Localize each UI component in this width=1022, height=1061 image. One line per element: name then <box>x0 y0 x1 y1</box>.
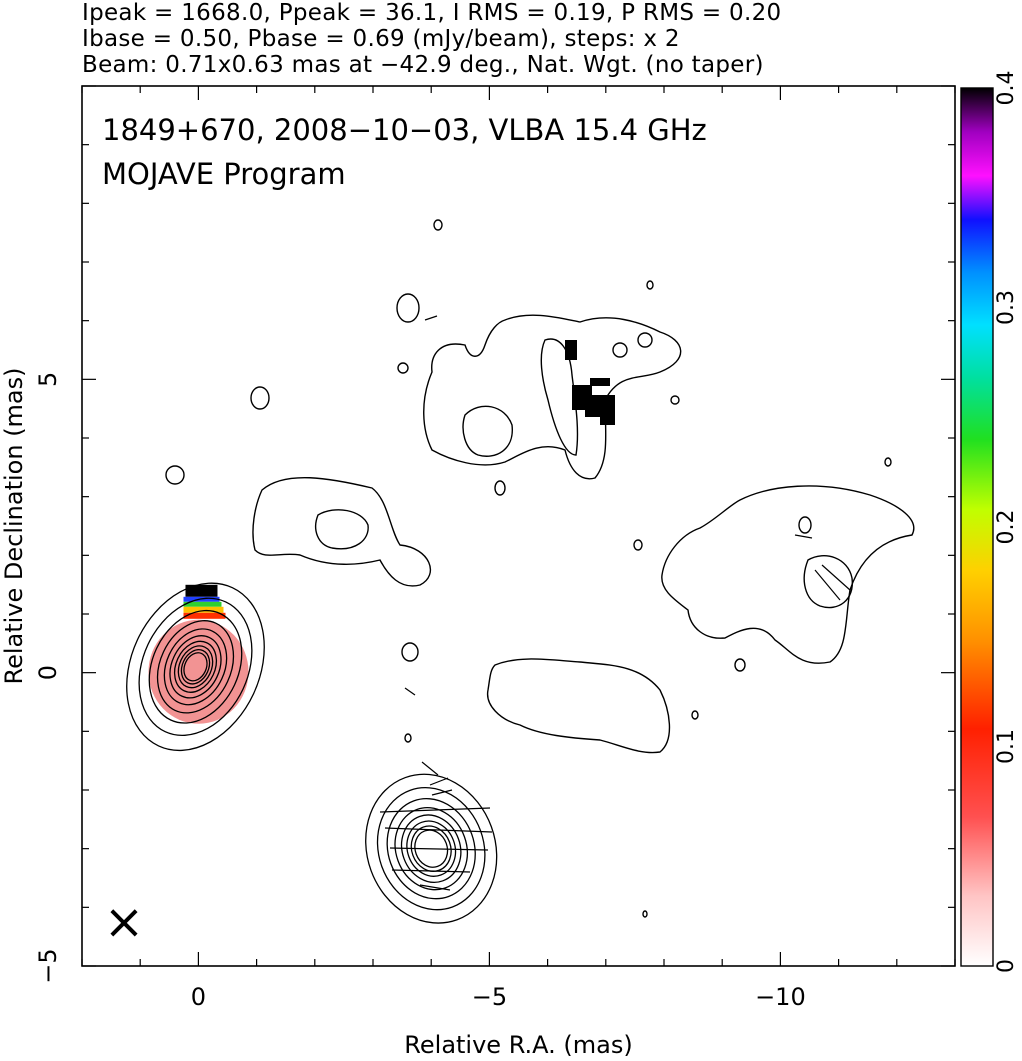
core-contour-4 <box>163 628 228 706</box>
core-contour-7 <box>177 645 214 689</box>
core-contour-3 <box>156 620 235 714</box>
chart-layer: 0 −5 −10 0 5 −5 Relative R.A. (mas) Relative De… <box>0 71 1019 1060</box>
southern-knot-contour-7 <box>414 829 449 868</box>
polarization-core-patch <box>148 619 249 724</box>
core-contour-6 <box>173 640 218 693</box>
colorbar-tick-label: 0.3 <box>994 290 1019 325</box>
header-line-3: Beam: 0.71x0.63 mas at −42.9 deg., Nat. … <box>82 52 764 78</box>
x-axis-label: Relative R.A. (mas) <box>404 1031 632 1059</box>
polarization-band-blue <box>183 596 220 602</box>
colorbar-tick-label: 0.4 <box>994 71 1019 106</box>
southern-knot-contour-2 <box>386 797 476 900</box>
x-tick-label: 0 <box>191 983 206 1011</box>
polarization-peak-block <box>185 584 218 597</box>
colorbar-frame <box>960 87 994 967</box>
core-contour-0 <box>126 582 265 752</box>
core-contour-2 <box>148 609 243 724</box>
colorbar <box>961 88 993 966</box>
southern-knot-contour-0 <box>365 773 498 924</box>
core-contour-9 <box>183 652 208 682</box>
x-tick-label: −5 <box>472 983 507 1011</box>
southern-knot-contour-4 <box>400 814 462 883</box>
polarization-band-red <box>183 612 226 619</box>
core-contour-5 <box>169 635 222 699</box>
polarization-block-4 <box>600 405 615 425</box>
y-axis-label: Relative Declination (mas) <box>0 367 28 684</box>
map-subtitle: MOJAVE Program <box>102 157 346 191</box>
header-line-2: Ibase = 0.50, Pbase = 0.69 (mJy/beam), s… <box>82 26 680 52</box>
core-contour-1 <box>138 597 253 737</box>
header-line-1: Ipeak = 1668.0, Ppeak = 36.1, I RMS = 0.… <box>82 0 782 26</box>
colorbar-tick-label: 0 <box>994 959 1019 973</box>
diffuse-contours <box>165 219 915 918</box>
map-title: 1849+670, 2008−10−03, VLBA 15.4 GHz <box>102 113 707 147</box>
southern-knot-contour-3 <box>394 806 468 891</box>
polarization-block-0 <box>565 340 577 360</box>
southern-knot-contour-6 <box>410 825 452 872</box>
beam-marker: × <box>104 894 144 950</box>
polarization-block-3 <box>590 378 610 386</box>
colorbar-tick-label: 0.2 <box>994 510 1019 545</box>
y-tick-label: 5 <box>34 372 62 387</box>
core-contour-8 <box>180 649 211 685</box>
polarization-band-green <box>183 601 222 607</box>
polarization-band-yellow <box>183 606 224 613</box>
southern-knot-contour-1 <box>376 787 486 911</box>
colorbar-tick-label: 0.1 <box>994 729 1019 764</box>
y-tick-label: −5 <box>34 948 62 983</box>
plot-frame <box>81 85 956 967</box>
southern-knot-contour-5 <box>406 820 457 877</box>
y-tick-label: 0 <box>34 665 62 680</box>
x-tick-label: −10 <box>755 983 806 1011</box>
